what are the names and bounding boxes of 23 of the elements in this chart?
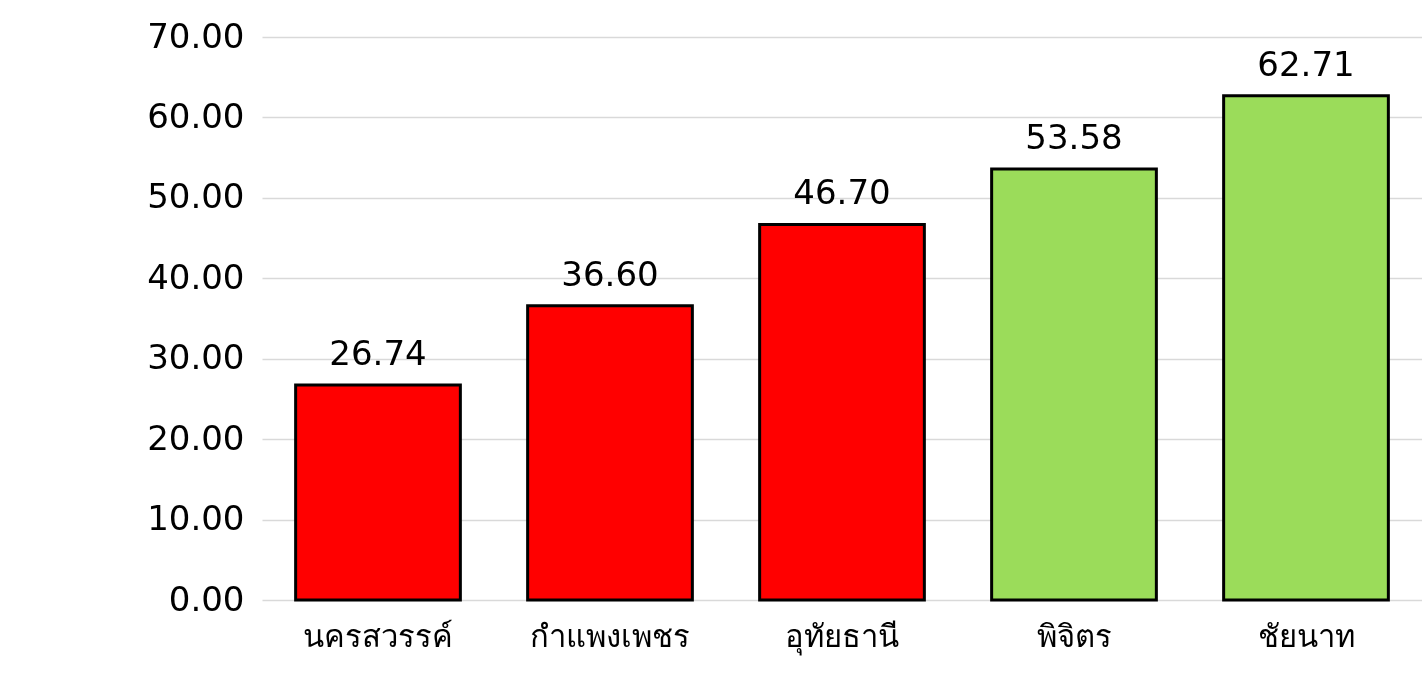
bar — [1222, 94, 1390, 602]
x-tick-label: กำแพงเพชร — [530, 617, 690, 654]
y-tick-label: 60.00 — [147, 95, 245, 136]
x-tick-label: ชัยนาท — [1257, 617, 1355, 654]
bar — [758, 222, 926, 602]
data-label: 53.58 — [1025, 117, 1123, 158]
y-tick-label: 0.00 — [168, 578, 245, 619]
x-tick-label: พิจิตร — [1036, 617, 1112, 654]
y-tick-label: 10.00 — [147, 498, 245, 539]
data-label: 26.74 — [329, 332, 427, 373]
y-tick-label: 30.00 — [147, 337, 245, 378]
y-tick-label: 70.00 — [147, 15, 245, 56]
y-tick-label: 40.00 — [147, 256, 245, 297]
bar — [990, 167, 1158, 602]
x-tick-label: นครสวรรค์ — [303, 617, 453, 654]
bar — [526, 304, 694, 602]
x-tick-label: อุทัยธานี — [785, 617, 899, 656]
y-tick-label: 50.00 — [147, 176, 245, 217]
data-label: 62.71 — [1257, 43, 1355, 84]
bar — [294, 383, 462, 602]
data-label: 46.70 — [793, 172, 891, 213]
data-label: 36.60 — [561, 253, 659, 294]
y-tick-label: 20.00 — [147, 417, 245, 458]
